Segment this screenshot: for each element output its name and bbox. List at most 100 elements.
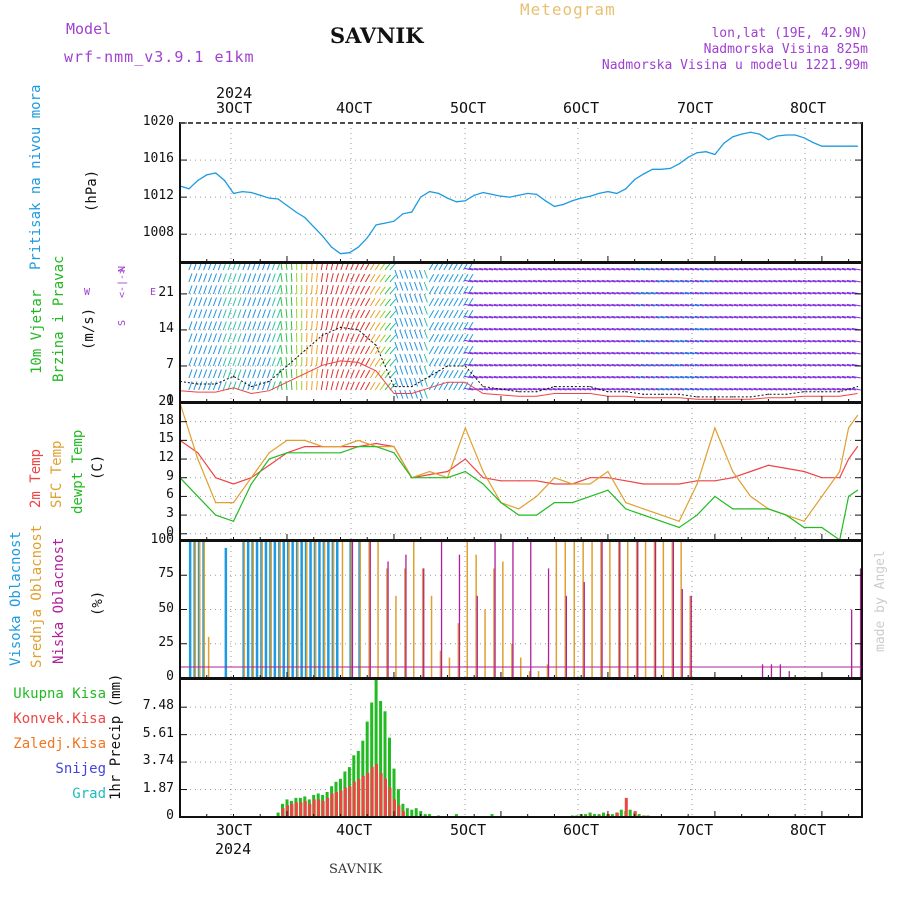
ytick-label-precip-3: 5.61 xyxy=(143,726,174,741)
wind-arrow xyxy=(459,310,464,318)
wind-arrow xyxy=(375,299,380,307)
wind-arrow xyxy=(375,287,380,295)
wind-arrow xyxy=(263,322,266,331)
pressure-point xyxy=(607,191,608,192)
pressure-point xyxy=(839,146,840,147)
wind-arrow xyxy=(272,286,275,295)
convective-precip-bar xyxy=(371,767,374,817)
legend-hail: Grad xyxy=(72,786,106,802)
wind-arrow xyxy=(253,322,256,331)
temp-sfc-line-point xyxy=(714,427,715,428)
wind-arrow xyxy=(395,342,398,351)
wind-arrow xyxy=(316,297,317,306)
wind-arrow xyxy=(233,298,236,307)
wind-arrow xyxy=(204,298,207,307)
wind-arrow xyxy=(258,322,261,331)
wind-arrow xyxy=(258,346,261,355)
convective-precip-bar xyxy=(304,801,307,817)
temp-sfc-line-point xyxy=(536,496,537,497)
pressure-point xyxy=(313,226,314,227)
wind-arrow xyxy=(439,370,444,378)
temp-sfc-line-point xyxy=(607,471,608,472)
wind-arrow xyxy=(410,282,413,291)
wind-arrow xyxy=(336,345,339,354)
pressure-point xyxy=(723,143,724,144)
mid-cloud-bar xyxy=(609,541,611,678)
wind-arrow xyxy=(267,334,270,343)
wind-arrow xyxy=(331,333,333,342)
wind-arrow xyxy=(341,370,344,379)
temp-dewpoint-line-point xyxy=(215,514,216,515)
wind-arrow xyxy=(199,310,202,319)
temp-sfc-line-point xyxy=(518,508,519,509)
wind-arrow xyxy=(444,346,449,354)
wind-arrow xyxy=(405,270,408,279)
wind-arrow xyxy=(385,359,391,366)
wind-arrow xyxy=(419,342,422,351)
compass-n: N xyxy=(117,266,128,272)
bottom-date-label-5: 8OCT xyxy=(790,821,826,839)
wind-arrow xyxy=(277,274,280,283)
pressure-point xyxy=(821,146,822,147)
wind-arrow xyxy=(248,274,251,283)
wind-arrow xyxy=(341,358,344,367)
wind-arrow xyxy=(277,358,280,367)
wind-arrow xyxy=(204,334,207,343)
wind-arrow xyxy=(291,273,292,282)
wind-arrow xyxy=(346,298,349,306)
convective-precip-bar xyxy=(326,798,329,817)
mid-cloud-bar xyxy=(270,541,272,678)
wind-point xyxy=(518,391,519,392)
wind-arrow xyxy=(356,346,360,354)
temp-2m-line-point xyxy=(483,477,484,478)
wind-arrow xyxy=(267,274,270,283)
wind-arrow xyxy=(405,306,408,315)
wind-arrow xyxy=(267,286,270,295)
wind-point xyxy=(483,386,484,387)
ytick-label-precip-0: 0 xyxy=(166,808,174,823)
wind-arrow xyxy=(204,358,207,367)
wind-arrow xyxy=(400,282,403,291)
wind-arrow xyxy=(267,382,270,391)
temp-sfc-line-point xyxy=(589,483,590,484)
low-cloud-bar xyxy=(619,541,620,678)
mid-cloud-bar xyxy=(306,541,308,678)
low-cloud-bar xyxy=(370,541,371,678)
wind-point xyxy=(732,396,733,397)
wind-arrow xyxy=(434,286,439,294)
wind-arrow xyxy=(258,370,261,379)
wind-arrow xyxy=(258,334,261,343)
total-precip-bar xyxy=(410,810,413,817)
ytick-label-pressure-2: 1016 xyxy=(143,151,174,166)
cloud-unit: (%) xyxy=(90,591,106,616)
wind-arrow xyxy=(316,357,317,366)
temp-sfc-line-point xyxy=(554,477,555,478)
wind-arrow xyxy=(291,297,292,306)
pressure-point xyxy=(251,192,252,193)
wind-point xyxy=(661,394,662,395)
pressure-point xyxy=(304,217,305,218)
wind-arrow xyxy=(454,334,459,342)
wind-arrow xyxy=(390,371,396,378)
wind-arrow xyxy=(243,358,246,367)
wind-arrow xyxy=(361,346,365,354)
temp-dewpoint-line-point xyxy=(848,496,849,497)
wind-arrow xyxy=(223,310,226,319)
wind-arrow xyxy=(326,321,328,330)
wind-arrow xyxy=(395,270,398,279)
wind-arrow xyxy=(204,382,207,391)
wind-arrow xyxy=(312,381,313,390)
wind-point xyxy=(643,394,644,395)
pressure-point xyxy=(812,142,813,143)
wind-arrow xyxy=(375,383,380,391)
wind-point xyxy=(429,376,430,377)
temp-dewpoint-line-point xyxy=(643,514,644,515)
mid-cloud-bar xyxy=(467,541,469,678)
pressure-point xyxy=(429,191,430,192)
pressure-point xyxy=(518,195,519,196)
wind-arrow xyxy=(429,310,434,318)
compass-s: S xyxy=(117,320,128,326)
temp-dewpoint-line-point xyxy=(803,527,804,528)
wind-arrow xyxy=(253,358,256,367)
wind-arrow xyxy=(439,274,444,282)
